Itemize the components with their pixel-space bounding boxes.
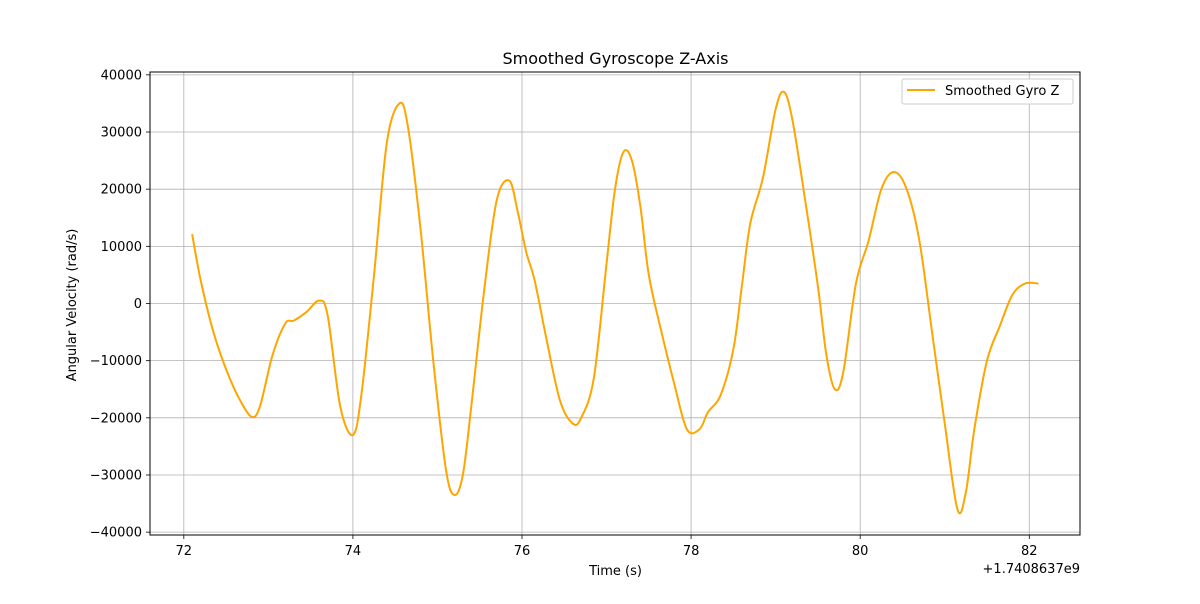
x-tick-label: 76 bbox=[514, 544, 531, 559]
y-tick-label: −40000 bbox=[90, 526, 142, 541]
grid-lines bbox=[150, 72, 1080, 535]
plot-frame bbox=[149, 71, 1081, 536]
series-layer bbox=[191, 90, 1039, 515]
y-tick-label: −30000 bbox=[90, 468, 142, 483]
y-tick-label: 0 bbox=[134, 297, 142, 312]
x-tick-label: 74 bbox=[345, 544, 362, 559]
legend-label: Smoothed Gyro Z bbox=[945, 84, 1059, 99]
x-axis-label: Time (s) bbox=[588, 564, 642, 579]
y-tick-label: −10000 bbox=[90, 354, 142, 369]
y-axis-label: Angular Velocity (rad/s) bbox=[65, 229, 80, 382]
x-tick-label: 72 bbox=[176, 544, 193, 559]
x-tick-label: 80 bbox=[852, 544, 869, 559]
series-line bbox=[191, 90, 1039, 515]
y-tick-label: 40000 bbox=[101, 68, 142, 83]
x-tick-label: 78 bbox=[683, 544, 700, 559]
y-tick-label: 20000 bbox=[101, 183, 142, 198]
axis-ticks: 72 74 76 78 80 82 −40000 −30000 −20000 −10000 0 100… bbox=[90, 68, 1038, 559]
x-tick-label: 82 bbox=[1021, 544, 1038, 559]
y-tick-label: 30000 bbox=[101, 126, 142, 141]
y-tick-label: −20000 bbox=[90, 411, 142, 426]
legend: Smoothed Gyro Z bbox=[901, 78, 1074, 105]
x-axis-offset-label: +1.7408637e9 bbox=[983, 562, 1080, 577]
y-tick-label: 10000 bbox=[101, 240, 142, 255]
chart-title: Smoothed Gyroscope Z-Axis bbox=[502, 49, 728, 68]
legend-box bbox=[901, 78, 1074, 105]
